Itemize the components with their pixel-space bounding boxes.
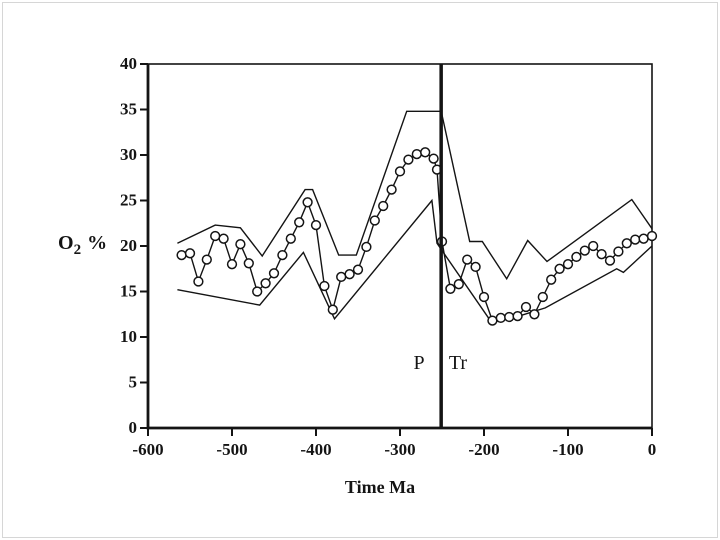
data-point-marker: [277, 249, 288, 261]
x-tick-label: -600: [132, 440, 163, 459]
data-point-marker: [369, 215, 380, 226]
x-tick-label: -100: [552, 440, 583, 459]
o2-lower-envelope-line: [177, 198, 653, 324]
data-point-marker: [344, 269, 355, 280]
x-tick-label: -500: [216, 440, 247, 459]
data-point-marker: [319, 280, 330, 292]
data-point-marker: [336, 271, 347, 283]
y-tick-label: 25: [120, 191, 137, 210]
data-point-marker: [260, 278, 271, 289]
permian-label: P: [413, 352, 424, 374]
y-tick-label: 35: [120, 100, 137, 119]
data-point-marker: [588, 240, 599, 252]
x-axis-title: Time Ma: [345, 477, 415, 497]
y-axis-title-subscript: 2: [74, 242, 82, 258]
data-point-marker: [285, 233, 296, 244]
data-point-marker: [252, 286, 263, 297]
y-tick-label: 20: [120, 236, 137, 255]
data-point-marker: [268, 268, 280, 279]
data-point-marker: [310, 219, 322, 231]
y-tick-label: 15: [120, 282, 137, 301]
x-tick-label: -300: [384, 440, 415, 459]
data-point-marker: [176, 249, 187, 261]
x-tick-label: -200: [468, 440, 499, 459]
data-point-marker: [210, 230, 221, 242]
data-point-marker: [361, 241, 372, 253]
data-point-marker: [487, 315, 498, 326]
data-point-marker: [327, 304, 338, 315]
data-point-marker: [562, 259, 574, 270]
x-tick-label: 0: [648, 440, 657, 459]
y-axis-title-base: O: [58, 232, 74, 254]
data-point-marker: [378, 200, 389, 212]
data-point-marker: [504, 311, 515, 323]
data-point-marker: [621, 238, 632, 249]
data-point-marker: [453, 279, 464, 290]
x-tick-label: -400: [300, 440, 331, 459]
y-tick-label: 0: [129, 418, 138, 437]
y-tick-label: 10: [120, 327, 137, 346]
data-point-marker: [520, 301, 532, 313]
data-point-marker: [554, 263, 565, 274]
data-point-marker: [226, 259, 238, 270]
data-point-marker: [235, 239, 246, 250]
data-point-marker: [613, 246, 624, 257]
data-point-marker: [243, 258, 254, 269]
chart-plot-layer: 0 5 10 15 20 25 30 35 40 -600 -500 -400 -300 -200 -100…: [120, 54, 658, 459]
data-point-marker: [630, 234, 641, 245]
triassic-label: Tr: [449, 352, 468, 374]
data-point-marker: [428, 153, 439, 164]
data-point-marker: [604, 255, 616, 266]
data-point-marker: [495, 312, 506, 324]
data-point-marker: [462, 254, 473, 265]
o2-upper-envelope-line: [177, 110, 653, 281]
data-point-marker: [445, 283, 456, 294]
data-point-marker: [596, 249, 607, 260]
data-point-marker: [201, 254, 212, 265]
data-point-marker: [302, 197, 313, 208]
data-point-marker: [420, 147, 431, 158]
data-point-marker: [512, 310, 523, 322]
data-point-marker: [638, 233, 649, 244]
data-point-marker: [352, 264, 364, 275]
data-point-marker: [470, 261, 481, 273]
y-tick-label: 40: [120, 54, 137, 73]
data-point-marker: [411, 148, 422, 160]
axes-lines: [146, 64, 652, 430]
data-point-marker: [184, 248, 196, 259]
data-point-marker: [193, 276, 204, 287]
data-point-marker: [571, 251, 582, 263]
data-point-marker: [218, 233, 229, 244]
data-point-marker: [546, 274, 557, 285]
data-point-marker: [579, 245, 590, 256]
y-axis-title: O2%: [58, 232, 107, 258]
y-tick-label: 5: [129, 373, 138, 392]
data-point-marker: [386, 184, 397, 195]
data-point-marker: [529, 309, 540, 320]
data-point-marker: [478, 291, 490, 303]
data-point-marker: [294, 217, 305, 228]
y-tick-label: 30: [120, 145, 137, 164]
data-point-marker: [537, 291, 548, 303]
data-point-marker: [646, 230, 658, 242]
data-point-marker: [394, 166, 406, 177]
y-axis-title-unit: %: [87, 232, 107, 254]
data-point-marker: [403, 154, 414, 165]
plot-frame: [147, 63, 653, 429]
